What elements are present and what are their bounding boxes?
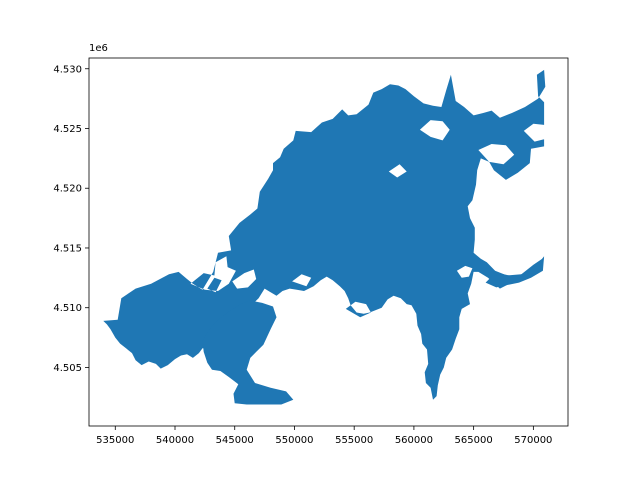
x-axis: 535000 540000 545000 550000 555000 560000 5650… xyxy=(96,426,552,446)
y-tick-label: 4.525 xyxy=(53,124,82,135)
x-tick-label: 570000 xyxy=(514,435,552,446)
x-tick-label: 565000 xyxy=(455,435,493,446)
plot-area-frame xyxy=(88,57,569,427)
x-tick-label: 555000 xyxy=(335,435,373,446)
y-tick-label: 4.520 xyxy=(53,184,82,195)
x-tick-label: 550000 xyxy=(275,435,313,446)
region-main xyxy=(103,69,546,400)
y-tick-label: 4.530 xyxy=(53,64,82,75)
y-axis-offset-label: 1e6 xyxy=(89,43,108,54)
y-tick-label: 4.515 xyxy=(53,243,82,254)
x-tick-label: 560000 xyxy=(395,435,433,446)
x-tick-label: 540000 xyxy=(156,435,194,446)
y-tick-label: 4.505 xyxy=(53,363,82,374)
x-tick-label: 535000 xyxy=(96,435,134,446)
region-east-arm xyxy=(485,256,545,288)
region-southwest-lobe xyxy=(202,300,294,405)
map-regions xyxy=(103,69,546,405)
y-axis: 4.505 4.510 4.515 4.520 4.525 4.530 xyxy=(53,64,89,374)
x-tick-label: 545000 xyxy=(216,435,254,446)
y-tick-label: 4.510 xyxy=(53,303,82,314)
